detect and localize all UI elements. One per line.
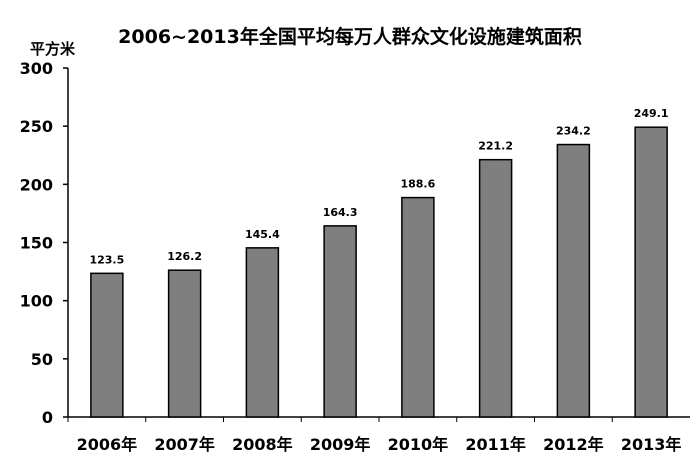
x-tick-label: 2012年: [543, 435, 604, 454]
x-tick-label: 2008年: [232, 435, 293, 454]
y-tick-label: 100: [20, 292, 53, 311]
bar-value-label: 188.6: [400, 178, 435, 191]
bar: [401, 196, 435, 418]
x-tick-label: 2007年: [154, 435, 215, 454]
chart-title: 2006~2013年全国平均每万人群众文化设施建筑面积: [118, 26, 582, 48]
bar: [634, 126, 668, 418]
y-tick-label: 150: [20, 234, 53, 253]
y-tick-label: 0: [42, 408, 53, 427]
y-tick-label: 200: [20, 175, 53, 194]
x-tick-label: 2009年: [310, 435, 371, 454]
bar: [167, 269, 202, 418]
bar-value-label: 123.5: [89, 253, 124, 266]
bar: [90, 272, 124, 418]
bar: [556, 143, 591, 418]
y-tick-label: 250: [20, 117, 53, 136]
x-tick-label: 2011年: [465, 435, 526, 454]
bar: [245, 247, 280, 418]
y-tick-label: 300: [20, 59, 53, 78]
bar-value-label: 249.1: [634, 107, 669, 120]
bar-value-label: 164.3: [323, 206, 358, 219]
bar-value-label: 221.2: [478, 140, 513, 153]
x-tick-label: 2006年: [77, 435, 138, 454]
x-tick-label: 2013年: [621, 435, 682, 454]
bar-value-label: 126.2: [167, 250, 202, 263]
bar: [323, 225, 357, 418]
bar-value-label: 234.2: [556, 125, 591, 138]
bar: [478, 158, 513, 418]
bar-value-label: 145.4: [245, 228, 280, 241]
y-axis-unit-label: 平方米: [30, 40, 76, 58]
x-tick-label: 2010年: [388, 435, 449, 454]
y-tick-label: 50: [31, 350, 53, 369]
